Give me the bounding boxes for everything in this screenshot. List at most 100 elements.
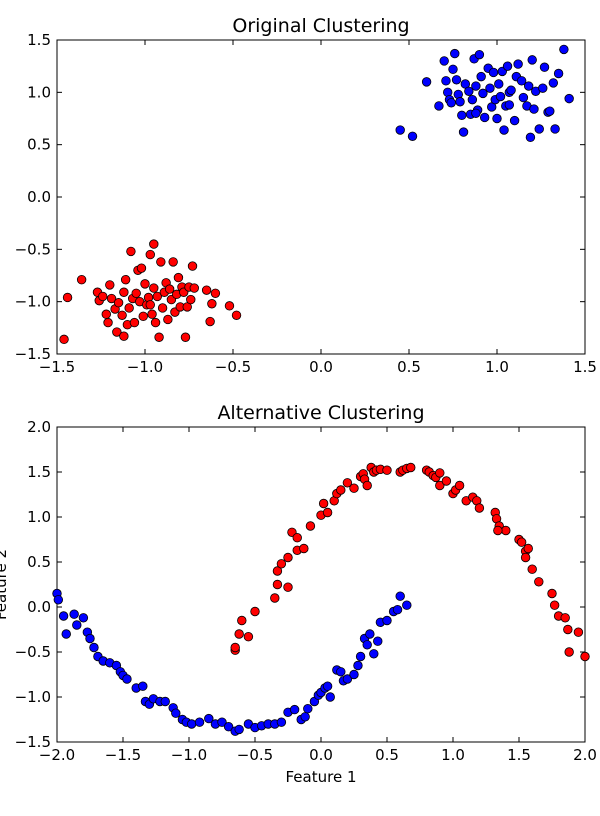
chart-title: Original Clustering [232,15,409,37]
scatter-point [564,647,574,657]
scatter-point [149,283,159,293]
y-tick-label: −0.5 [15,240,51,258]
y-tick-label: −1.0 [15,688,51,706]
scatter-point [349,483,359,493]
x-tick-label: −0.5 [215,358,251,376]
scatter-point [131,288,141,298]
scatter-point [559,44,569,55]
scatter-point [105,280,115,290]
scatter-point [494,79,504,89]
scatter-point [101,309,111,319]
scatter-point [152,291,163,302]
scatter-point [458,127,469,137]
scatter-point [207,299,217,309]
scatter-point [103,317,113,328]
x-tick-label: −1.5 [39,358,75,376]
x-tick-label: −1.0 [127,358,163,376]
scatter-point [300,712,310,722]
scatter-point [534,124,544,134]
scatter-point [289,704,300,715]
scatter-point [186,294,196,305]
scatter-point [72,620,82,630]
scatter-point [464,86,474,96]
scatter-point [272,579,283,590]
scatter-point [129,317,140,328]
scatter-point [89,642,99,653]
scatter-point [548,78,559,88]
scatter-point [450,48,460,59]
scatter-point [59,334,69,345]
scatter-point [479,112,490,123]
scatter-point [501,525,511,536]
scatter-point [156,257,166,267]
scatter-point [106,293,117,304]
scatter-point [149,239,159,249]
scatter-point [299,543,309,554]
scatter-point [527,55,537,65]
scatter-point [201,285,212,295]
scatter-point [154,332,164,342]
scatter-point [217,717,227,727]
scatter-point [231,310,242,320]
scatter-point [124,303,134,313]
scatter-point [318,498,329,509]
scatter-point [292,533,302,543]
scatter-point [62,292,73,303]
scatter-point [187,261,198,271]
y-tick-label: 0.0 [27,598,51,616]
x-tick-label: 2.0 [573,746,597,764]
scatter-point [421,77,432,87]
scatter-point [120,274,131,285]
scatter-point [58,611,69,621]
scatter-point [194,717,205,727]
scatter-point [342,478,353,488]
scatter-point [395,591,405,601]
scatter-point [516,537,527,547]
scatter-point [145,300,155,310]
scatter-point [117,310,127,320]
x-tick-label: 0.0 [309,746,333,764]
scatter-point [550,124,560,134]
scatter-point [98,291,108,302]
scatter-point [250,606,260,617]
scatter-point [224,301,235,311]
scatter-point [138,311,148,322]
scatter-point [342,674,353,684]
scatter-point [164,284,175,294]
scatter-point [446,98,456,108]
scatter-point [492,113,502,124]
scatter-point [234,629,244,639]
scatter-point [69,609,79,619]
y-tick-label: −1.5 [15,733,51,751]
scatter-point [171,708,181,718]
scatter-point [369,649,379,659]
y-tick-label: 2.0 [27,418,51,436]
scatter-point [488,67,499,78]
scatter-point [322,681,333,691]
scatter-point [362,480,372,491]
y-tick-label: 1.5 [27,31,51,49]
scatter-point [402,600,412,610]
scatter-point [441,76,451,86]
scatter-point [276,717,287,727]
scatter-point [476,71,486,82]
scatter-point [210,288,221,298]
x-tick-label: 1.0 [485,358,509,376]
scatter-point [455,97,465,107]
x-tick-label: −0.5 [237,746,273,764]
scatter-point [471,108,481,118]
scatter-point [168,257,178,267]
scatter-point [205,316,215,327]
scatter-point [163,314,173,325]
scatter-point [234,724,244,735]
scatter-point [373,636,383,646]
y-axis-label: Feature 2 [0,549,10,620]
scatter-point [434,101,444,111]
scatter-point [474,49,485,60]
scatter-point [451,75,462,85]
scatter-point [382,465,392,475]
scatter-point [136,263,147,273]
scatter-point [119,287,129,297]
scatter-point [474,503,485,513]
scatter-point [303,704,313,714]
